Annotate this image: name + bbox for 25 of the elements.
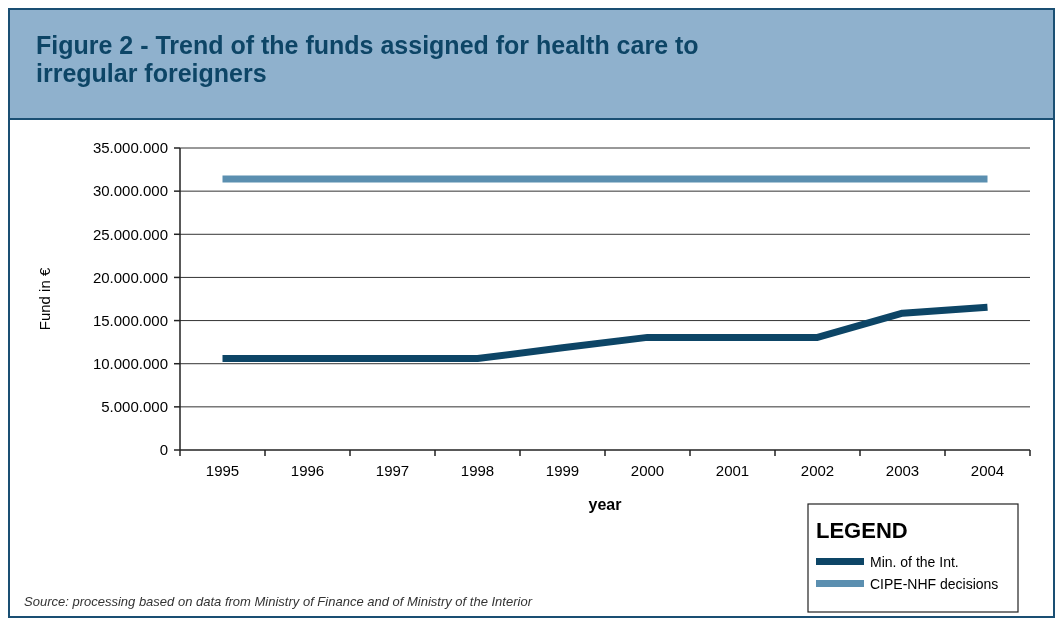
x-tick-label: 2002 [800, 462, 835, 479]
x-axis-title: year [588, 496, 622, 513]
legend-label: CIPE-NHF decisions [870, 575, 999, 592]
x-tick-label: 1997 [375, 462, 410, 479]
legend-label: Min. of the Int. [870, 553, 959, 570]
y-tick-label: 10.000.000 [92, 354, 168, 372]
chart-title: Figure 2 - Trend of the funds assigned for health care to irregular foreigners [36, 31, 699, 87]
x-tick-label: 2004 [970, 462, 1005, 479]
x-tick-label: 1995 [205, 462, 240, 479]
x-tick-label: 2000 [630, 462, 665, 479]
y-axis-title: Fund in € [36, 267, 53, 331]
x-tick-label: 1999 [545, 462, 580, 479]
x-tick-label: 2001 [715, 462, 750, 479]
y-tick-label: 35.000.000 [92, 139, 168, 157]
x-tick-label: 2003 [885, 462, 920, 479]
source-note: Source: processing based on data from Ministry of Finance and of Ministry of the Interior [24, 594, 533, 609]
legend-title: LEGEND [816, 518, 908, 543]
x-tick-label: 1996 [290, 462, 325, 479]
y-tick-label: 5.000.000 [101, 398, 168, 416]
x-tick-label: 1998 [460, 462, 495, 479]
y-tick-label: 20.000.000 [92, 268, 168, 286]
y-tick-label: 15.000.000 [92, 311, 168, 329]
y-tick-label: 25.000.000 [92, 225, 168, 243]
y-tick-label: 30.000.000 [92, 182, 168, 200]
y-tick-label: 0 [159, 441, 168, 459]
